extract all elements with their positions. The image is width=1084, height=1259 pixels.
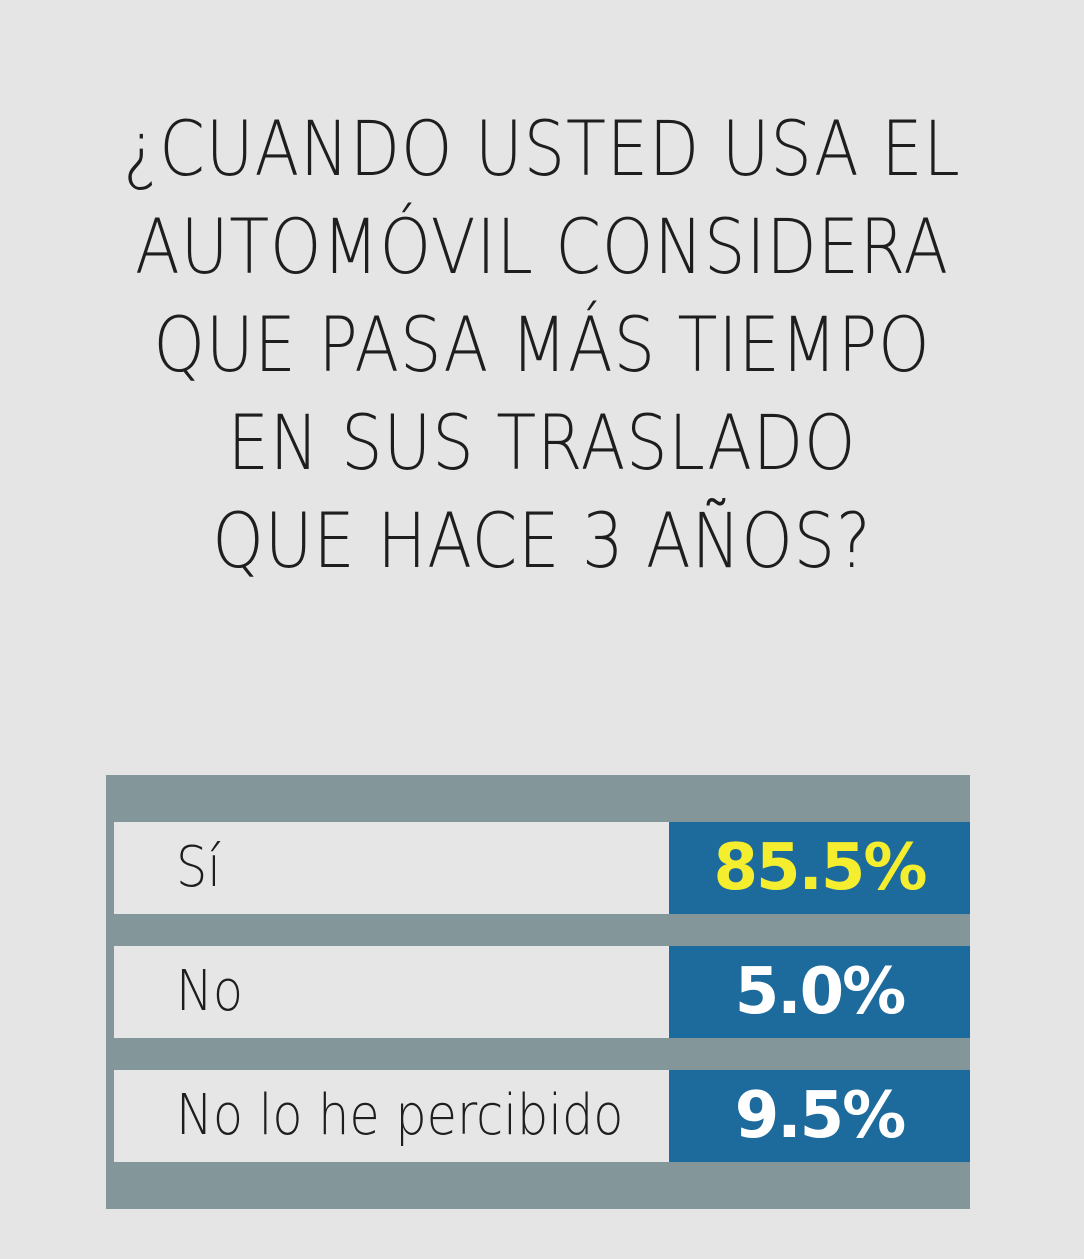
- question-title: ¿CUANDO USTED USA EL AUTOMÓVIL CONSIDERA…: [110, 100, 973, 590]
- answer-label-cell: No lo he percibido: [114, 1070, 669, 1162]
- results-table: Sí 85.5% No 5.0% No lo he percibido 9.5%: [106, 775, 970, 1209]
- answer-value-cell: 85.5%: [669, 822, 970, 914]
- answer-value: 9.5%: [734, 1079, 907, 1153]
- answer-value: 5.0%: [734, 955, 907, 1029]
- result-row-si: Sí 85.5%: [114, 822, 970, 914]
- result-row-no: No 5.0%: [114, 946, 970, 1038]
- result-row-no-lo-he-percibido: No lo he percibido 9.5%: [114, 1070, 970, 1162]
- answer-label: Sí: [176, 835, 221, 900]
- answer-label: No: [176, 959, 244, 1024]
- answer-label-cell: No: [114, 946, 669, 1038]
- answer-value-cell: 9.5%: [669, 1070, 970, 1162]
- answer-label: No lo he percibido: [176, 1083, 624, 1148]
- question-line: QUE PASA MÁS TIEMPO: [153, 300, 931, 389]
- answer-label-cell: Sí: [114, 822, 669, 914]
- answer-value: 85.5%: [713, 831, 927, 905]
- question-line: EN SUS TRASLADO: [227, 398, 857, 487]
- answer-value-cell: 5.0%: [669, 946, 970, 1038]
- question-line: AUTOMÓVIL CONSIDERA: [135, 202, 949, 291]
- question-line: QUE HACE 3 AÑOS?: [212, 496, 872, 585]
- question-line: ¿CUANDO USTED USA EL: [123, 104, 961, 193]
